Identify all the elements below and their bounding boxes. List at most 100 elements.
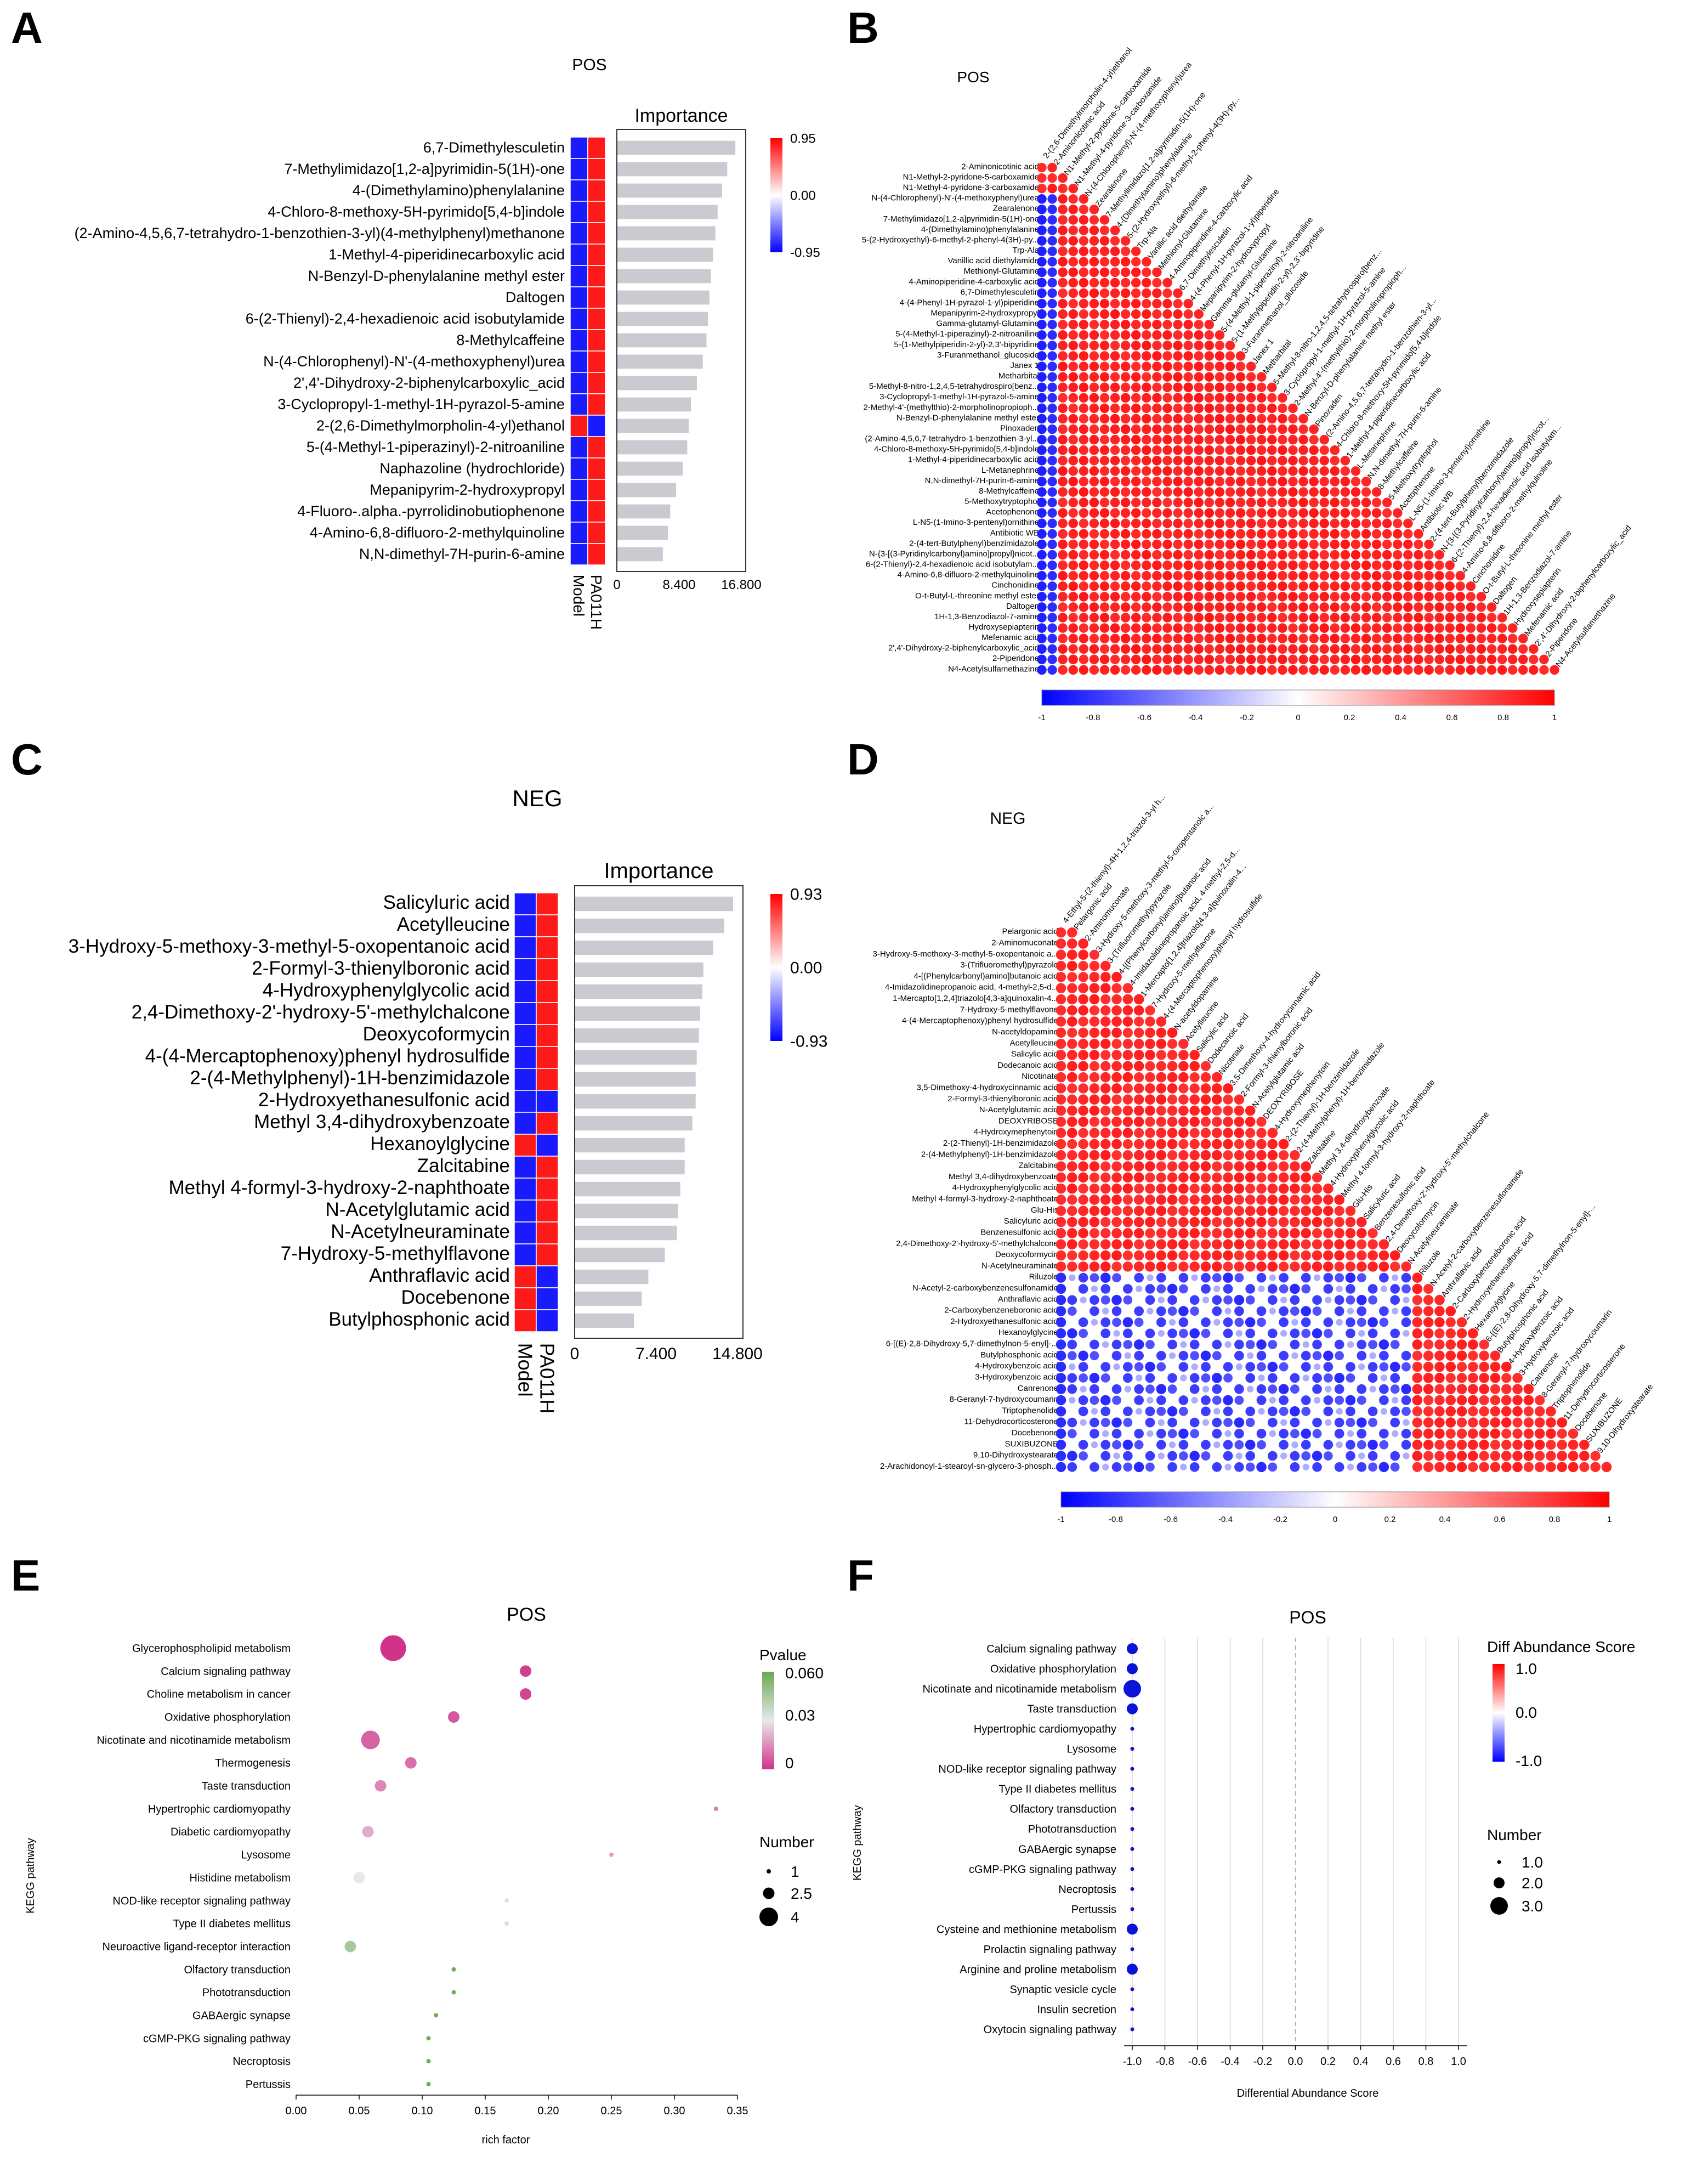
correlation-dot [1330,518,1340,529]
correlation-dot [1152,570,1162,581]
correlation-dot [1078,1005,1088,1016]
correlation-dot [1162,581,1172,591]
correlation-dot [1194,602,1204,612]
row-label: 4-Aminopiperidine-4-carboxylic acid [909,277,1039,286]
correlation-dot [1058,393,1068,403]
heatmap-cell-pa011h [587,350,606,373]
correlation-dot [1414,529,1423,539]
correlation-dot [1162,320,1172,330]
correlation-dot [1194,613,1204,623]
correlation-dot [1120,466,1131,476]
correlation-dot [1301,1272,1311,1283]
correlation-dot [1078,1038,1088,1049]
correlation-dot [1037,665,1047,675]
enrichment-dot [451,1967,456,1972]
importance-bar [575,1225,677,1241]
correlation-dot [1173,414,1183,424]
correlation-dot [1269,1430,1276,1438]
pathway-label: Nicotinate and nicotinamide metabolism [97,1734,291,1746]
heatmap-cell-pa011h [587,158,606,180]
correlation-dot [1245,1261,1256,1272]
correlation-dot [1112,1440,1121,1450]
row-label: 7-Hydroxy-5-methylflavone [960,1005,1058,1014]
row-label: N-acetyldopamine [992,1027,1058,1037]
correlation-dot [1336,1285,1343,1293]
heatmap-cell-model [514,1024,537,1047]
correlation-dot [1110,414,1120,424]
correlation-dot [1486,654,1497,665]
heatmap-cell-model [514,1287,537,1310]
correlation-dot [1178,1328,1188,1338]
correlation-dot [1279,1284,1289,1294]
category-label: Zalcitabine [417,1155,510,1176]
correlation-dot [1133,1216,1144,1227]
correlation-dot [1325,1419,1332,1426]
correlation-dot [1047,456,1057,466]
correlation-dot [1069,1274,1076,1281]
correlation-dot [1134,1072,1144,1083]
correlation-dot [1223,1216,1233,1227]
correlation-dot [1401,1350,1411,1361]
correlation-dot [1455,633,1466,643]
correlation-dot [1111,983,1122,993]
correlation-dot [1512,1428,1523,1439]
row-label: N1-Methyl-4-pyridone-3-carboxamide [903,183,1039,193]
correlation-dot [1368,1462,1377,1472]
correlation-dot [1246,570,1256,581]
correlation-dot [1152,508,1162,518]
correlation-dot [1358,1452,1365,1459]
correlation-dot [1392,581,1403,591]
correlation-dot [1056,1462,1066,1473]
correlation-dot [1323,1195,1334,1205]
correlation-dot [1079,434,1089,445]
correlation-dot [1099,393,1110,403]
correlation-dot [1145,1384,1155,1394]
heatmap-cell-pa011h [536,936,559,959]
correlation-dot [1467,1428,1478,1439]
correlation-dot [1312,1206,1323,1216]
correlation-dot [1234,1306,1244,1316]
correlation-dot [1361,602,1371,612]
correlation-dot [1298,529,1308,539]
correlation-dot [1346,1284,1355,1294]
correlation-dot [1079,613,1089,623]
correlation-dot [1156,1250,1167,1261]
correlation-dot [1110,267,1120,278]
correlation-dot [1211,1239,1222,1250]
correlation-dot [1235,529,1246,539]
correlation-dot [1215,424,1225,434]
correlation-dot [1278,1139,1289,1150]
x-tick-label: 0.15 [475,2105,496,2117]
correlation-dot [1412,1306,1423,1316]
correlation-dot [1512,1373,1523,1383]
correlation-dot [1256,466,1267,476]
correlation-dot [1234,1228,1245,1238]
correlation-dot [1111,1027,1122,1038]
correlation-dot [1056,1094,1066,1105]
correlation-dot [1246,414,1256,424]
correlation-dot [1183,351,1193,361]
correlation-dot [1267,497,1277,507]
correlation-dot [1110,341,1120,350]
correlation-dot [1078,1350,1088,1361]
correlation-dot [1278,414,1287,424]
correlation-dot [1278,665,1287,675]
correlation-dot [1194,372,1204,382]
colorbar-tick: 0.8 [1497,713,1509,722]
correlation-dot [1288,581,1298,591]
correlation-dot [1100,972,1111,982]
correlation-dot [1246,518,1256,529]
correlation-dot [1403,560,1413,570]
correlation-dot [1100,1451,1111,1461]
correlation-dot [1133,1027,1144,1038]
correlation-dot [1047,434,1057,445]
row-label: 2-Piperidone [992,654,1039,663]
correlation-dot [1215,654,1225,665]
correlation-dot [1379,1440,1389,1450]
correlation-dot [1099,529,1110,539]
correlation-dot [1357,1339,1367,1350]
abundance-dot [1130,1907,1134,1911]
correlation-dot [1131,571,1141,581]
correlation-dot [1099,309,1110,319]
correlation-dot [1257,487,1267,497]
